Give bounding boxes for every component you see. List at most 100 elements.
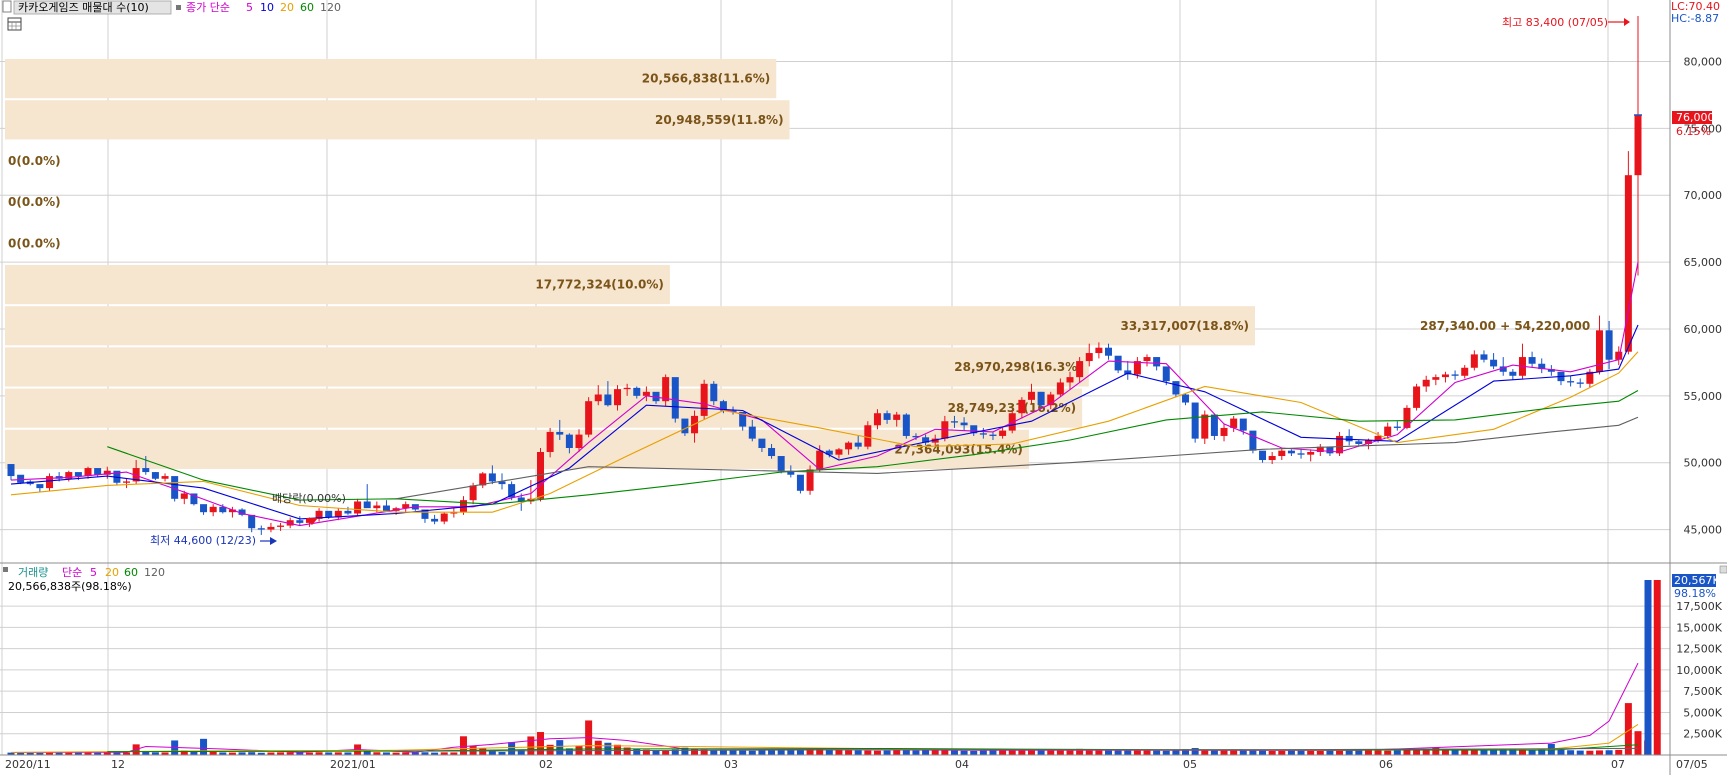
volume-bar[interactable] bbox=[450, 752, 458, 755]
volume-bar[interactable] bbox=[1615, 749, 1623, 755]
candle-body[interactable] bbox=[845, 442, 853, 450]
candle-body[interactable] bbox=[1499, 366, 1507, 372]
volume-bar[interactable] bbox=[228, 752, 236, 755]
volume-bar[interactable] bbox=[411, 752, 419, 755]
volume-bar[interactable] bbox=[402, 752, 410, 755]
volume-bar[interactable] bbox=[1201, 749, 1209, 755]
volume-bar[interactable] bbox=[883, 750, 891, 755]
volume-bar[interactable] bbox=[825, 749, 833, 755]
candle-body[interactable] bbox=[508, 484, 516, 498]
candle-body[interactable] bbox=[700, 383, 708, 416]
candle-body[interactable] bbox=[498, 481, 506, 485]
volume-bar[interactable] bbox=[392, 752, 400, 755]
pane-resize-handle[interactable] bbox=[1719, 565, 1727, 574]
volume-bar[interactable] bbox=[1153, 750, 1161, 755]
candle-body[interactable] bbox=[864, 425, 872, 447]
candle-body[interactable] bbox=[1153, 357, 1161, 367]
candle-body[interactable] bbox=[1316, 446, 1324, 453]
volume-bar[interactable] bbox=[1518, 749, 1526, 755]
candle-body[interactable] bbox=[893, 414, 901, 420]
candle-body[interactable] bbox=[950, 421, 958, 423]
volume-bar[interactable] bbox=[1037, 750, 1045, 755]
candle-body[interactable] bbox=[1624, 175, 1632, 352]
candle-body[interactable] bbox=[1239, 418, 1247, 431]
volume-bar[interactable] bbox=[74, 752, 82, 755]
volume-bar[interactable] bbox=[1480, 749, 1488, 755]
candle-body[interactable] bbox=[151, 472, 159, 479]
candle-body[interactable] bbox=[979, 433, 987, 435]
volume-bar[interactable] bbox=[691, 749, 699, 755]
volume-bar[interactable] bbox=[305, 752, 313, 755]
calendar-icon[interactable] bbox=[7, 17, 22, 31]
volume-bar[interactable] bbox=[1326, 750, 1334, 755]
volume-bar[interactable] bbox=[1249, 749, 1257, 755]
volume-bar[interactable] bbox=[835, 749, 843, 755]
volume-bar[interactable] bbox=[710, 750, 718, 755]
candle-body[interactable] bbox=[1297, 453, 1305, 455]
candle-body[interactable] bbox=[1538, 363, 1546, 370]
volume-bar[interactable] bbox=[431, 752, 439, 755]
volume-bar[interactable] bbox=[382, 752, 390, 755]
volume-bar[interactable] bbox=[36, 752, 44, 755]
candle-body[interactable] bbox=[652, 391, 660, 402]
volume-bar[interactable] bbox=[248, 752, 256, 755]
volume-bar[interactable] bbox=[1605, 750, 1613, 755]
volume-bar[interactable] bbox=[748, 750, 756, 755]
candle-body[interactable] bbox=[854, 442, 862, 447]
candle-body[interactable] bbox=[354, 501, 362, 514]
volume-bar[interactable] bbox=[989, 750, 997, 755]
volume-bar[interactable] bbox=[1393, 750, 1401, 755]
volume-bar[interactable] bbox=[1230, 749, 1238, 755]
volume-bar[interactable] bbox=[161, 752, 169, 755]
candlestick-series[interactable] bbox=[7, 16, 1643, 535]
volume-bar[interactable] bbox=[286, 752, 294, 755]
candle-body[interactable] bbox=[142, 468, 150, 473]
candle-body[interactable] bbox=[286, 520, 294, 526]
candle-body[interactable] bbox=[787, 470, 795, 475]
volume-bar[interactable] bbox=[1653, 580, 1661, 755]
volume-bar[interactable] bbox=[488, 750, 496, 755]
candle-body[interactable] bbox=[1278, 450, 1286, 457]
volume-bar[interactable] bbox=[1528, 750, 1536, 755]
candle-body[interactable] bbox=[1422, 379, 1430, 387]
candle-body[interactable] bbox=[36, 484, 44, 489]
candle-body[interactable] bbox=[190, 493, 198, 505]
candle-body[interactable] bbox=[816, 450, 824, 470]
volume-bar[interactable] bbox=[142, 751, 150, 755]
candle-body[interactable] bbox=[1259, 450, 1267, 461]
candle-body[interactable] bbox=[517, 497, 525, 502]
volume-bar[interactable] bbox=[517, 749, 525, 755]
volume-bar[interactable] bbox=[1451, 749, 1459, 755]
price-legend[interactable]: 카카오게임즈 매물대 수(10) 종가 단순 5 10 20 60 120 bbox=[2, 0, 341, 31]
volume-bar[interactable] bbox=[642, 749, 650, 755]
candle-body[interactable] bbox=[1355, 441, 1363, 444]
candle-body[interactable] bbox=[1047, 394, 1055, 406]
volume-bar[interactable] bbox=[1567, 750, 1575, 755]
candle-body[interactable] bbox=[825, 450, 833, 455]
volume-bar[interactable] bbox=[26, 752, 34, 755]
volume-bar[interactable] bbox=[970, 750, 978, 755]
volume-bar[interactable] bbox=[1124, 749, 1132, 755]
candle-body[interactable] bbox=[614, 389, 622, 406]
candle-body[interactable] bbox=[1374, 435, 1382, 440]
candle-body[interactable] bbox=[171, 476, 179, 499]
candle-body[interactable] bbox=[1393, 426, 1401, 428]
volume-bar[interactable] bbox=[1220, 750, 1228, 755]
candle-body[interactable] bbox=[248, 514, 256, 529]
candle-body[interactable] bbox=[1085, 353, 1093, 362]
candle-body[interactable] bbox=[257, 528, 265, 530]
volume-bar[interactable] bbox=[960, 750, 968, 755]
candle-body[interactable] bbox=[931, 438, 939, 443]
volume-bar[interactable] bbox=[257, 752, 265, 755]
candle-body[interactable] bbox=[1114, 355, 1122, 371]
candle-body[interactable] bbox=[94, 468, 102, 475]
volume-bar[interactable] bbox=[1066, 749, 1074, 755]
candle-body[interactable] bbox=[729, 410, 737, 412]
volume-bar[interactable] bbox=[999, 749, 1007, 755]
volume-bar[interactable] bbox=[1047, 749, 1055, 755]
candle-body[interactable] bbox=[796, 474, 804, 491]
candle-body[interactable] bbox=[912, 435, 920, 438]
volume-bar[interactable] bbox=[854, 750, 862, 755]
candle-body[interactable] bbox=[902, 414, 910, 436]
candle-body[interactable] bbox=[1191, 402, 1199, 439]
